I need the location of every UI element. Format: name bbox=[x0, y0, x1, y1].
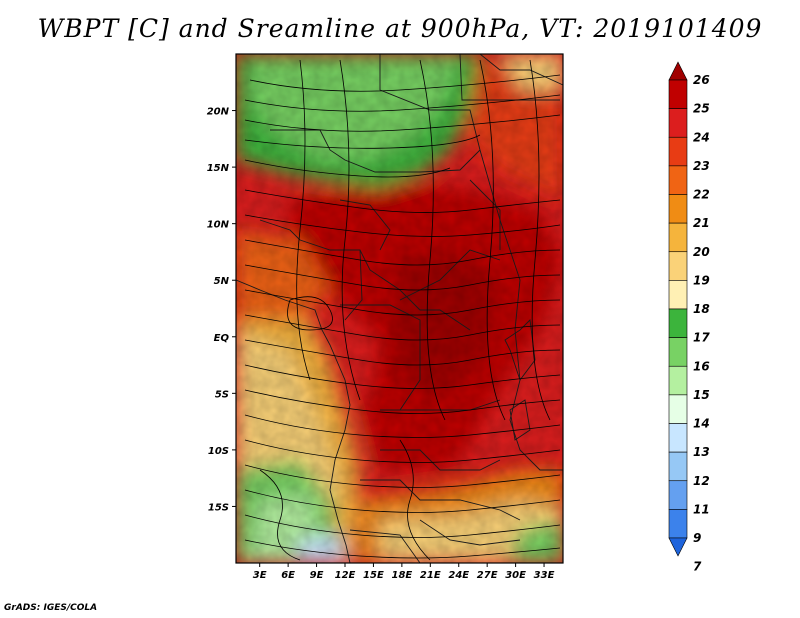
lon-tick-label: 21E bbox=[420, 570, 441, 581]
colorbar-swatch bbox=[668, 480, 688, 510]
lon-tick-label: 12E bbox=[335, 570, 356, 581]
lon-tick-label: 3E bbox=[253, 570, 267, 581]
lat-tick-label: EQ bbox=[214, 333, 230, 344]
lon-tick-label: 27E bbox=[477, 570, 498, 581]
lat-tick-label: 15S bbox=[208, 502, 229, 513]
colorbar-label: 12 bbox=[693, 474, 710, 488]
lat-tick-label: 5S bbox=[215, 389, 229, 400]
lon-tick-label: 30E bbox=[505, 570, 526, 581]
lat-tick-label: 10N bbox=[207, 220, 230, 231]
latitude-axis: 20N 15N 10N 5N EQ 5S 10S 15S bbox=[207, 107, 236, 513]
boundaries bbox=[236, 54, 563, 563]
lon-tick-label: 6E bbox=[281, 570, 295, 581]
lat-tick-label: 15N bbox=[207, 163, 230, 174]
colorbar: 26 25 24 23 22 21 20 19 18 17 16 15 14 13 12 11 9 7 bbox=[668, 61, 710, 574]
colorbar-label: 20 bbox=[693, 245, 710, 259]
colorbar-label: 22 bbox=[693, 188, 710, 202]
map-frame bbox=[235, 53, 564, 564]
wbpt-shading bbox=[236, 54, 563, 563]
lon-tick-label: 18E bbox=[391, 570, 412, 581]
colorbar-swatch bbox=[668, 194, 688, 224]
colorbar-swatch bbox=[668, 423, 688, 453]
colorbar-swatch bbox=[668, 79, 688, 109]
colorbar-swatch bbox=[668, 61, 688, 81]
colorbar-swatch bbox=[668, 136, 688, 167]
colorbar-label: 15 bbox=[693, 388, 710, 402]
streamlines bbox=[244, 59, 561, 561]
lon-tick-label: 33E bbox=[534, 570, 555, 581]
longitude-axis: 3E 6E 9E 12E 15E 18E 21E 24E 27E 30E 33E bbox=[253, 563, 555, 581]
colorbar-label: 16 bbox=[693, 359, 710, 373]
colorbar-label: 18 bbox=[693, 302, 710, 316]
colorbar-label: 14 bbox=[693, 417, 710, 431]
credit-text: GrADS: IGES/COLA bbox=[4, 603, 98, 613]
colorbar-swatch bbox=[668, 165, 688, 195]
colorbar-swatch bbox=[668, 537, 688, 557]
lon-tick-label: 15E bbox=[363, 570, 384, 581]
colorbar-label: 17 bbox=[693, 331, 710, 345]
lon-tick-label: 9E bbox=[310, 570, 324, 581]
colorbar-label: 13 bbox=[693, 445, 710, 459]
colorbar-label: 11 bbox=[693, 502, 710, 516]
colorbar-swatch bbox=[668, 222, 688, 253]
lat-tick-label: 5N bbox=[214, 276, 230, 287]
colorbar-swatch bbox=[668, 394, 688, 424]
colorbar-label: 7 bbox=[693, 560, 702, 574]
colorbar-swatch bbox=[668, 509, 688, 539]
lat-tick-label: 20N bbox=[207, 107, 230, 118]
colorbar-label: 24 bbox=[693, 130, 710, 144]
colorbar-label: 9 bbox=[693, 531, 701, 545]
colorbar-swatch bbox=[668, 108, 688, 138]
colorbar-label: 19 bbox=[693, 273, 710, 287]
lon-tick-label: 24E bbox=[448, 570, 469, 581]
colorbar-swatch bbox=[668, 251, 688, 281]
colorbar-swatch bbox=[668, 308, 688, 338]
colorbar-swatch bbox=[668, 280, 688, 310]
colorbar-label: 21 bbox=[693, 216, 710, 230]
colorbar-label: 23 bbox=[693, 159, 710, 173]
colorbar-swatch bbox=[668, 337, 688, 367]
colorbar-label: 26 bbox=[693, 73, 710, 87]
lat-tick-label: 10S bbox=[208, 446, 229, 457]
colorbar-swatch bbox=[668, 451, 688, 482]
chart-title: WBPT [C] and Sreamline at 900hPa, VT: 20… bbox=[37, 14, 763, 43]
colorbar-label: 25 bbox=[693, 102, 710, 116]
colorbar-swatch bbox=[668, 365, 688, 396]
